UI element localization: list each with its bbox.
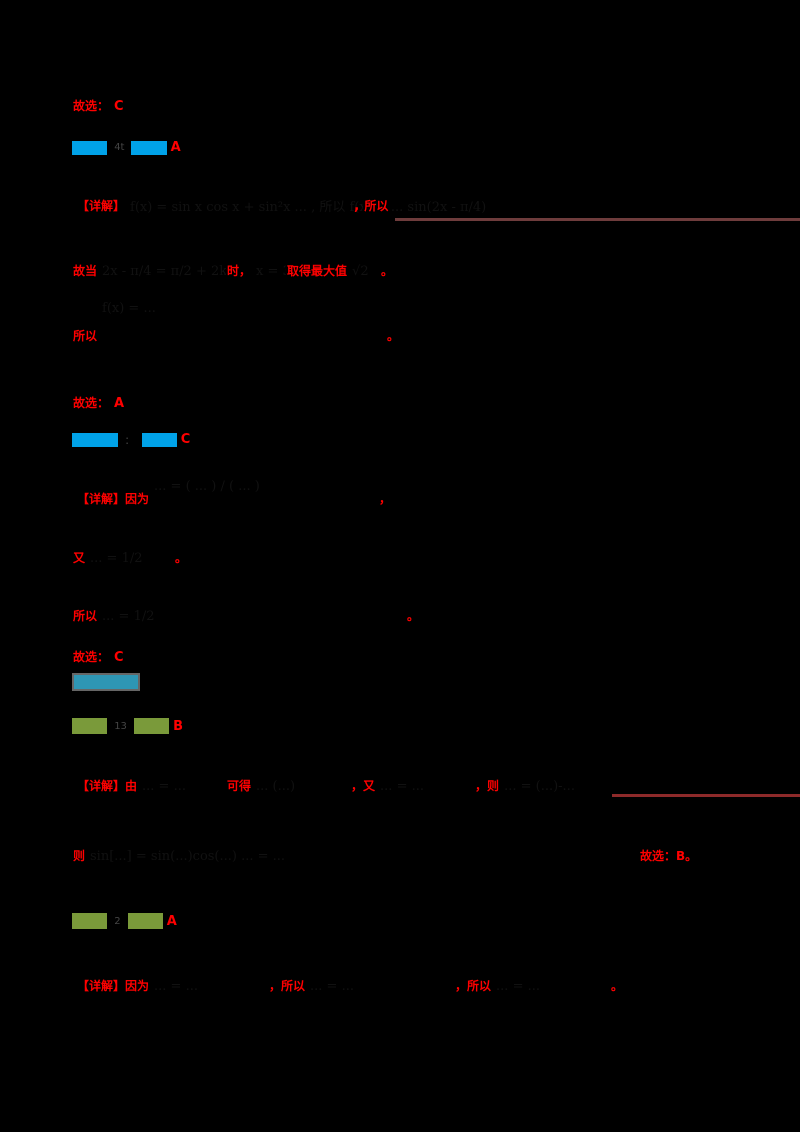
answer-label: 故选： xyxy=(72,395,111,411)
answer-line: 故选： A xyxy=(72,395,124,411)
question-type-tag: ■■■ xyxy=(133,718,170,734)
math-expression: sin[...] = sin(...)cos(...) ... = ... xyxy=(90,848,286,864)
math-fraction: ... = ( ... ) / ( ... ) xyxy=(154,479,260,494)
math-expression: 2x - π/4 = π/2 + 2kπ xyxy=(102,263,236,279)
solution-line: 【详解】因为 ... = ... ，所以 ... = ... ，所以 ... =… xyxy=(76,966,625,1006)
text-end: 。 xyxy=(610,978,625,994)
math-expression: ... = 1/2 xyxy=(102,608,155,624)
section-tag: ■■■■■■ xyxy=(72,673,141,691)
math-expression: ... = ... xyxy=(154,978,198,994)
connector-text: ，又 xyxy=(350,778,377,794)
question-separator: 4t xyxy=(114,142,125,153)
connector-text: ，所以 xyxy=(454,978,493,994)
answer-letter: C xyxy=(114,98,124,114)
answer-letter: A xyxy=(114,395,125,411)
question-type-tag: ■■■ xyxy=(127,913,163,929)
text-prefix: 故当 xyxy=(72,263,99,279)
math-expression: ... = ... xyxy=(380,778,424,794)
text-line: 故当 2x - π/4 = π/2 + 2kπ 时， x = 3π/8 取得最大… xyxy=(72,263,395,279)
underline-rule xyxy=(395,218,800,221)
text-end: ， xyxy=(378,491,393,507)
text-line: 所以 ... = 1/2 。 xyxy=(72,608,421,624)
solution-line: 【详解】由 ... = ... 可得 ... (...) ，又 ... = ..… xyxy=(76,766,594,806)
math-expression: ... (...) xyxy=(256,778,296,794)
text-end: 。 xyxy=(406,608,421,624)
math-expression: f(x) = sin x cos x + sin²x ... , 所以 f(x)… xyxy=(130,200,487,215)
math-expression: ... = 1/2 xyxy=(90,550,143,566)
solution-label: 【详解】因为 xyxy=(76,978,151,994)
answer-letter: C xyxy=(180,432,191,447)
section-tag-row: ■■■■■■ xyxy=(72,673,141,691)
question-number-tag: ■■■ xyxy=(72,913,108,929)
question-header: ■■■■ ： ■■■ C xyxy=(72,432,190,447)
text-prefix: 所以 xyxy=(72,608,99,624)
math-expression: ... = ... xyxy=(310,978,354,994)
text-suffix: 取得最大值 xyxy=(286,263,349,279)
math-expression: √2 xyxy=(352,263,369,279)
math-fraction: f(x) = ... xyxy=(102,301,156,316)
text-end: 。 xyxy=(174,550,189,566)
math-expression: ... = ... xyxy=(142,778,186,794)
answer-label: 故选： xyxy=(72,649,111,665)
question-separator: 13 xyxy=(114,720,127,732)
question-number-tag: ■■■ xyxy=(72,718,108,734)
answer-suffix: 故选：B。 xyxy=(639,848,699,864)
answer-letter: C xyxy=(114,649,124,665)
solution-label: 【详解】由 xyxy=(76,778,139,794)
question-separator: ： xyxy=(124,436,135,447)
math-expression: ... = (...)-... xyxy=(504,778,575,794)
solution-label: 【详解】 xyxy=(76,197,127,214)
question-header: ■■■ 13 ■■■ B xyxy=(72,718,183,734)
text-line: 所以 f(x) = ... 。 xyxy=(72,300,401,372)
connector-text: 可得 xyxy=(226,778,253,794)
question-number-tag: ■■■ xyxy=(72,140,108,155)
text-prefix: 又 xyxy=(72,550,87,566)
text-line: 又 ... = 1/2 。 xyxy=(72,550,189,566)
math-expression: ... = ... xyxy=(496,978,540,994)
question-header: ■■■ 2 ■■■ A xyxy=(72,913,177,929)
underline-rule xyxy=(612,794,800,797)
answer-line: 故选： C xyxy=(72,649,124,665)
punctuation: , xyxy=(354,197,360,214)
question-number-tag: ■■■■ xyxy=(72,432,118,447)
text-prefix: 则 xyxy=(72,848,87,864)
connector-text: 所以 xyxy=(363,197,390,214)
answer-line: 故选： C xyxy=(72,98,124,114)
question-separator: 2 xyxy=(114,915,121,927)
question-type-tag: ■■■ xyxy=(131,140,167,155)
text-mid: 时， xyxy=(226,263,253,279)
text-prefix: 所以 xyxy=(72,328,99,344)
question-type-tag: ■■■ xyxy=(141,432,177,447)
solution-line: 【详解】因为 ... = ( ... ) / ( ... ) ， xyxy=(76,478,393,520)
answer-letter: B xyxy=(173,718,184,734)
connector-text: ，所以 xyxy=(268,978,307,994)
answer-label: 故选： xyxy=(72,98,111,114)
solution-line: 【详解】 f(x) = sin x cos x + sin²x ... , 所以… xyxy=(76,196,487,215)
connector-text: ，则 xyxy=(474,778,501,794)
math-expression: x = 3π/8 xyxy=(256,263,312,279)
answer-letter: A xyxy=(170,140,181,155)
text-end: 。 xyxy=(380,263,395,279)
answer-letter: A xyxy=(166,913,177,929)
text-end: 。 xyxy=(386,328,401,344)
solution-label: 【详解】因为 xyxy=(76,491,151,507)
question-header: ■■■ 4t ■■■ A xyxy=(72,140,181,155)
text-line: 则 sin[...] = sin(...)cos(...) ... = ... … xyxy=(72,836,699,876)
